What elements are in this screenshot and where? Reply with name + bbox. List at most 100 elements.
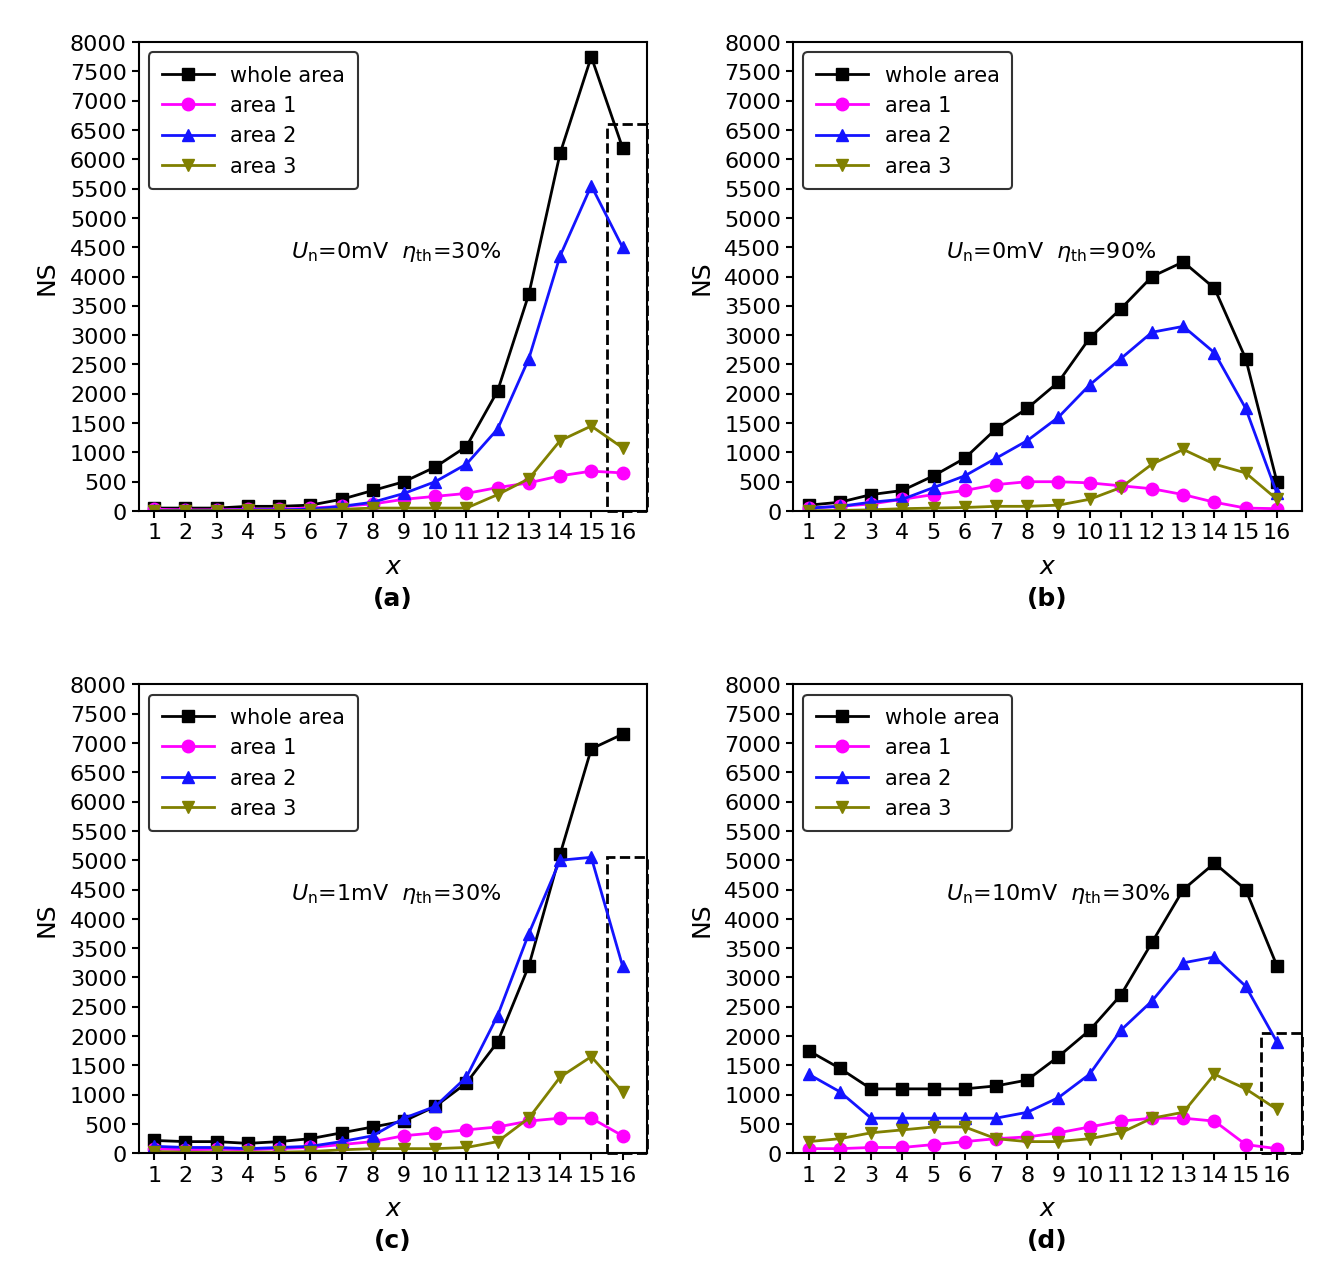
whole area [894,483,910,498]
area 1 [863,497,879,512]
area 3 [334,502,350,517]
whole area [615,727,631,742]
area 3 [395,501,411,516]
whole area [208,501,224,516]
area 2 [925,480,941,496]
Legend: whole area, area 1, area 2, area 3: whole area, area 1, area 2, area 3 [150,53,358,189]
area 3 [831,1131,847,1147]
area 1 [1018,474,1034,489]
area 2 [521,926,537,941]
area 3 [239,1144,255,1159]
area 3 [863,502,879,517]
Y-axis label: NS: NS [689,901,713,936]
whole area [1237,882,1253,898]
whole area [1113,987,1129,1003]
area 1 [1018,1130,1034,1145]
area 3 [831,503,847,519]
Line: area 3: area 3 [802,1068,1283,1148]
area 3 [365,501,381,516]
area 1 [1206,1113,1222,1129]
area 3 [1206,1067,1222,1082]
X-axis label: x: x [386,1197,401,1220]
area 2 [428,474,444,489]
area 3 [894,501,910,516]
area 2 [1018,434,1034,449]
area 3 [428,1141,444,1157]
whole area [863,488,879,503]
area 1 [208,1141,224,1157]
area 3 [1268,492,1284,507]
Line: area 1: area 1 [148,465,628,516]
area 3 [800,1134,816,1149]
area 3 [521,471,537,487]
whole area [365,1120,381,1135]
area 1 [521,1113,537,1129]
area 3 [428,501,444,516]
area 3 [271,1144,287,1159]
whole area [800,1043,816,1058]
area 1 [271,502,287,517]
Text: $U_\mathrm{n}$=1mV  $\eta_\mathrm{th}$=30%: $U_\mathrm{n}$=1mV $\eta_\mathrm{th}$=30… [291,882,501,905]
whole area [178,1134,194,1149]
whole area [957,451,973,466]
Line: whole area: whole area [802,257,1283,512]
area 2 [1237,401,1253,416]
whole area [489,384,505,399]
area 2 [458,1070,474,1085]
area 1 [458,487,474,502]
whole area [987,421,1003,437]
area 2 [395,1111,411,1126]
area 1 [1081,1120,1097,1135]
Text: (b): (b) [1026,587,1067,610]
area 2 [239,502,255,517]
area 3 [615,440,631,456]
whole area [582,50,599,65]
area 2 [1144,994,1160,1009]
area 2 [178,503,194,519]
whole area [1268,958,1284,973]
area 3 [800,503,816,519]
Bar [607,125,647,511]
whole area [365,483,381,498]
area 2 [334,1134,350,1149]
area 1 [146,1141,162,1157]
whole area [395,1113,411,1129]
area 3 [615,1084,631,1099]
area 2 [1174,320,1190,335]
X-axis label: x: x [1039,555,1054,578]
area 1 [1113,1113,1129,1129]
area 3 [987,1131,1003,1147]
Line: area 1: area 1 [148,1112,628,1156]
area 1 [271,1141,287,1157]
area 3 [1268,1102,1284,1117]
Line: area 1: area 1 [802,476,1283,515]
area 2 [894,492,910,507]
whole area [334,1125,350,1140]
whole area [521,958,537,973]
Line: area 2: area 2 [148,180,628,517]
whole area [178,501,194,516]
area 1 [178,502,194,517]
area 1 [302,501,318,516]
area 1 [1237,1136,1253,1152]
area 3 [365,1141,381,1157]
area 1 [615,1129,631,1144]
area 2 [925,1111,941,1126]
whole area [302,498,318,514]
whole area [428,1099,444,1115]
area 2 [271,502,287,517]
Y-axis label: NS: NS [689,259,713,294]
area 2 [146,503,162,519]
Line: area 2: area 2 [802,321,1283,515]
area 2 [1268,487,1284,502]
whole area [146,1132,162,1148]
area 3 [1144,457,1160,473]
area 2 [1018,1104,1034,1120]
area 1 [1050,474,1066,489]
area 2 [208,503,224,519]
Legend: whole area, area 1, area 2, area 3: whole area, area 1, area 2, area 3 [803,695,1011,831]
area 2 [365,1129,381,1144]
Line: area 2: area 2 [148,851,628,1156]
area 2 [428,1099,444,1115]
area 3 [271,503,287,519]
